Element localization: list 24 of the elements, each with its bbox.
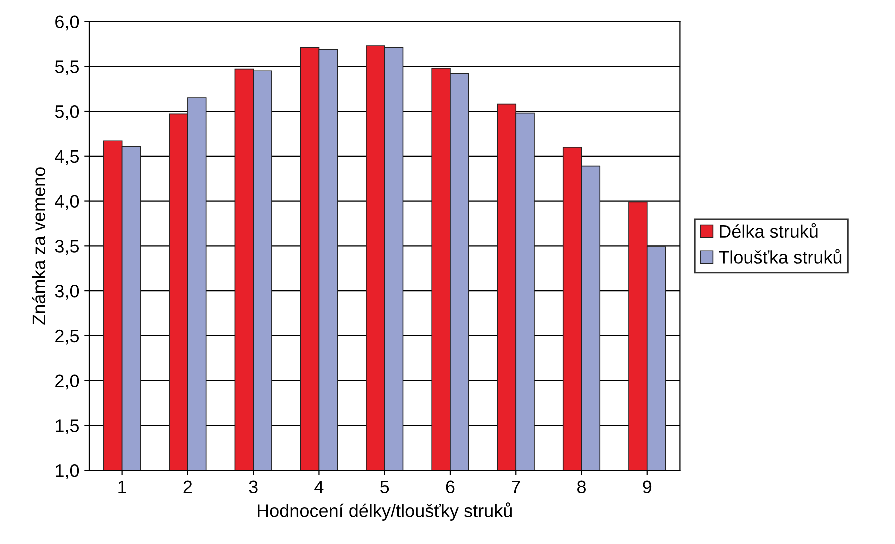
y-tick-label: 2,0 xyxy=(56,374,80,390)
x-tick-label: 9 xyxy=(643,480,652,494)
x-tick-label: 2 xyxy=(184,480,192,494)
x-tick-label: 6 xyxy=(446,480,455,494)
y-tick-label: 5,5 xyxy=(55,60,80,76)
x-tick-label: 1 xyxy=(118,480,126,494)
x-axis-title: Hodnocení délky/tloušťky struků xyxy=(258,502,512,521)
y-tick-label: 4,0 xyxy=(55,195,80,210)
y-tick-label: 6,0 xyxy=(56,16,80,31)
x-tick-label: 8 xyxy=(578,480,586,494)
x-tick-label: 7 xyxy=(512,480,520,494)
x-tick-label: 4 xyxy=(314,480,324,494)
y-tick-label: 2,5 xyxy=(56,330,80,345)
y-axis-title: Známka za vemeno xyxy=(32,168,46,325)
y-tick-label: 5,0 xyxy=(55,105,80,120)
y-tick-label: 1,5 xyxy=(56,420,80,435)
y-tick-label: 3,0 xyxy=(55,284,80,300)
x-tick-label: 3 xyxy=(249,480,258,494)
y-tick-label: 3,5 xyxy=(55,240,80,256)
legend-label: Délka struků xyxy=(720,223,818,238)
y-tick-label: 4,5 xyxy=(55,150,80,166)
legend-label: Tloušťka struků xyxy=(719,249,842,264)
y-tick-label: 1,0 xyxy=(56,464,80,480)
x-tick-label: 5 xyxy=(380,480,390,494)
